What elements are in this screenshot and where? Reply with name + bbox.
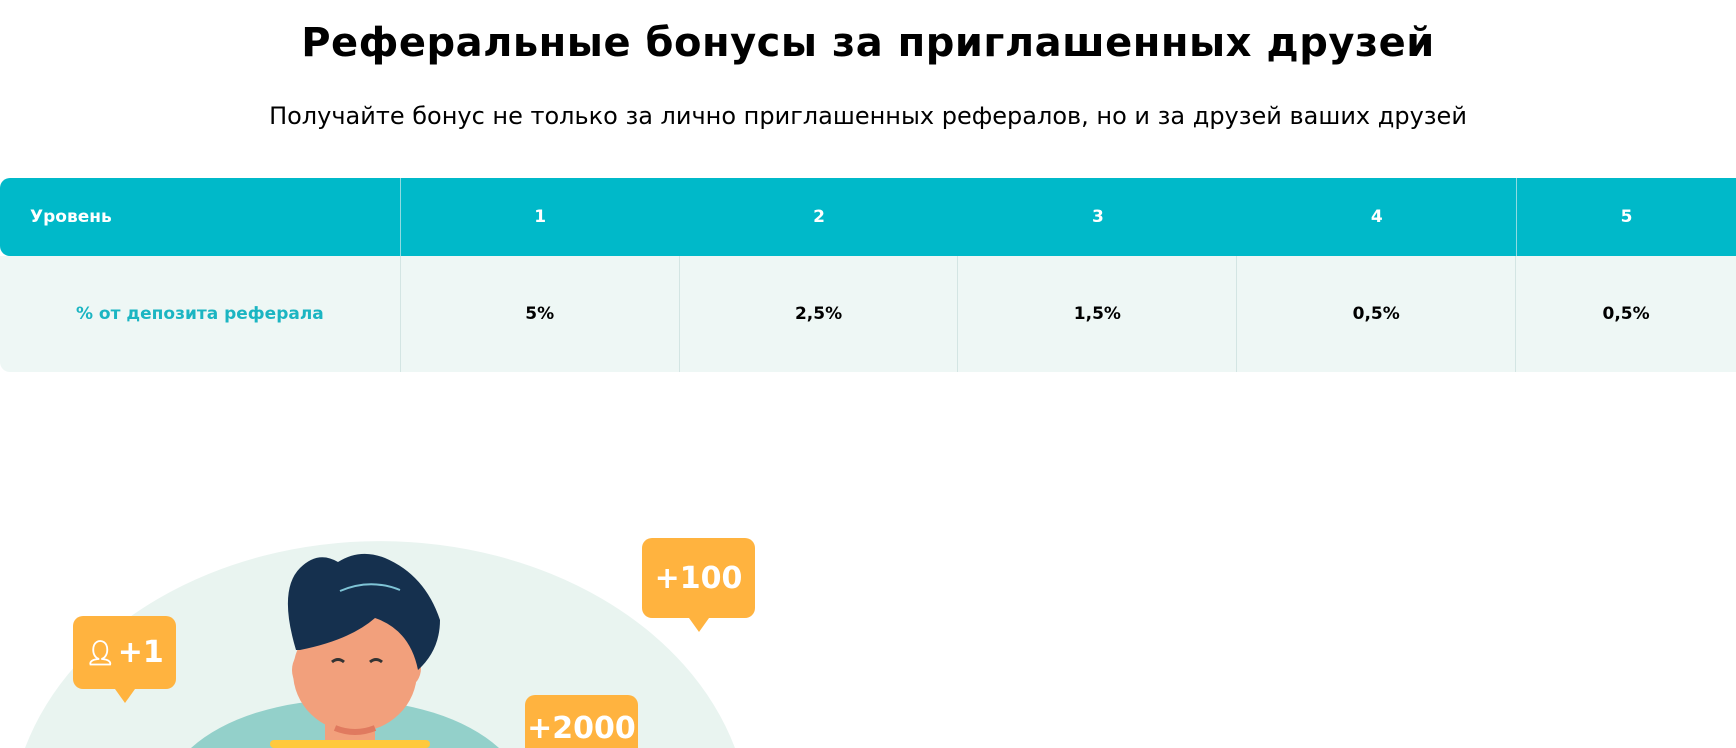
row-label: % от депозита реферала — [0, 256, 401, 372]
referral-levels-table: Уровень 1 2 3 4 5 % от депозита реферала… — [0, 178, 1736, 372]
header-level-2: 2 — [813, 207, 825, 227]
header-level-3: 3 — [1091, 207, 1104, 227]
header-level-label: Уровень — [0, 178, 401, 256]
table-row: % от депозита реферала 5% 2,5% 1,5% 0,5%… — [0, 256, 1736, 372]
page-title: Реферальные бонусы за приглашенных друзе… — [301, 20, 1435, 66]
referral-illustration: 👤︎ +1 +100 +2000 — [0, 500, 800, 748]
user-icon: 👤︎ — [85, 638, 116, 667]
value-level-4: 0,5% — [1237, 256, 1517, 372]
bubble-friend-label: +1 — [117, 635, 164, 670]
header-level-4: 4 — [1370, 207, 1383, 227]
header-level-5: 5 — [1516, 178, 1736, 256]
bubble-friend: 👤︎ +1 — [73, 616, 176, 703]
value-level-2: 2,5% — [680, 256, 959, 372]
table-header-row: Уровень 1 2 3 4 5 — [0, 178, 1736, 256]
value-level-5: 0,5% — [1602, 304, 1650, 324]
bubble-two-thousand: +2000 — [525, 695, 638, 748]
value-level-3: 1,5% — [958, 256, 1238, 372]
person-illustration — [25, 541, 735, 748]
bubble-hundred: +100 — [642, 538, 755, 632]
page-subtitle: Получайте бонус не только за лично пригл… — [269, 102, 1467, 130]
header-level-1: 1 — [534, 207, 547, 227]
value-level-1: 5% — [401, 256, 680, 372]
